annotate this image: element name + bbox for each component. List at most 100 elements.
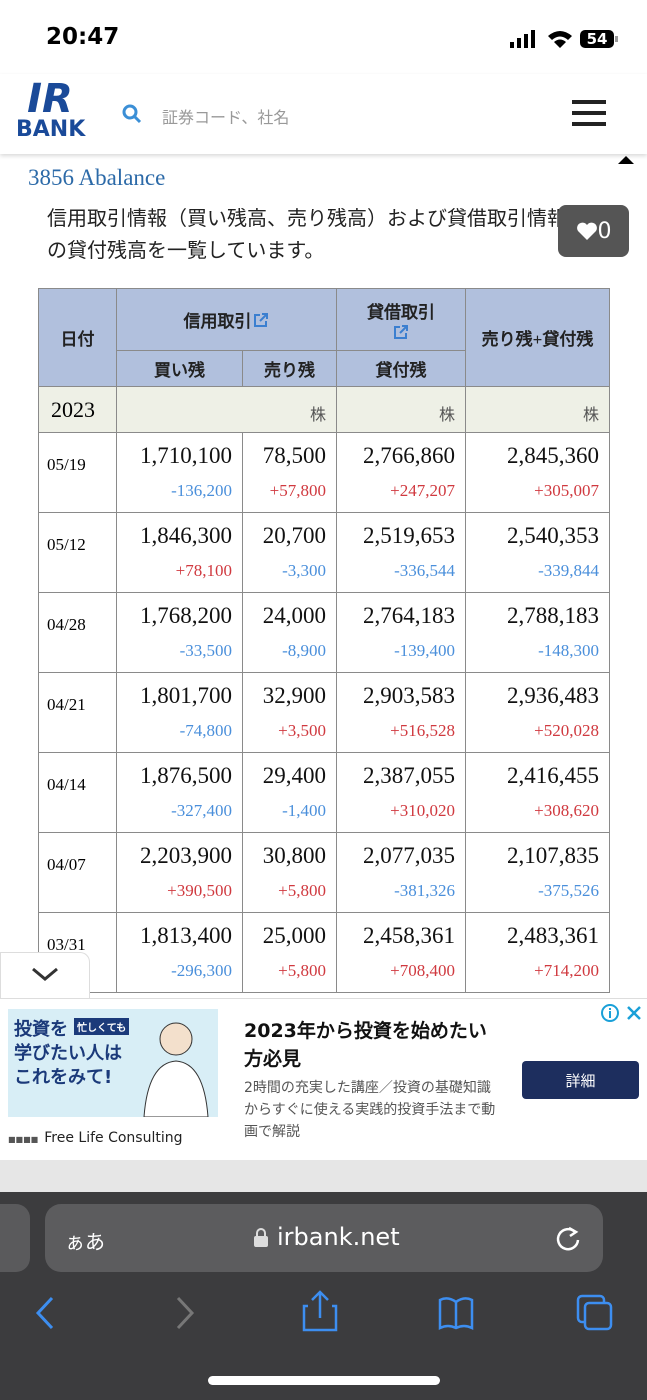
ad-image-line3: これをみて! <box>14 1067 113 1088</box>
search-input[interactable]: 証券コード、社名 <box>162 108 290 127</box>
ad-figure <box>143 1022 209 1117</box>
status-icons: 54 <box>510 30 618 48</box>
reload[interactable] <box>555 1224 581 1252</box>
change: -74,800 <box>179 721 232 740</box>
value-cell: 24,000 -8,900 <box>242 592 337 673</box>
value-cell: 2,483,361 +714,200 <box>465 912 610 993</box>
ad-choices[interactable] <box>600 1003 644 1023</box>
value: 2,788,183 <box>507 603 599 628</box>
value: 1,846,300 <box>140 523 232 548</box>
header-lending: 貸借取引 <box>336 288 466 351</box>
value-cell: 2,107,835 -375,526 <box>465 832 610 913</box>
header-total: 売り残+貸付残 <box>465 288 610 387</box>
value-cell: 2,766,860 +247,207 <box>336 432 466 513</box>
value-cell: 1,768,200 -33,500 <box>116 592 243 673</box>
browser-toolbar: ぁあ irbank.net <box>0 1192 647 1400</box>
value-cell: 2,845,360 +305,007 <box>465 432 610 513</box>
ad-button[interactable]: 詳細 <box>522 1061 639 1099</box>
lock-icon <box>254 1228 268 1247</box>
value: 78,500 <box>262 443 326 468</box>
unit-cell: 株 <box>465 386 610 433</box>
like-button[interactable]: 0 <box>558 205 629 257</box>
logo-bottom: BANK <box>16 117 86 142</box>
change: -339,844 <box>538 561 599 580</box>
search-icon <box>122 104 142 124</box>
date-cell: 04/28 <box>38 592 117 673</box>
value: 2,107,835 <box>507 843 599 868</box>
header-margin: 信用取引 <box>116 288 337 351</box>
value-cell: 1,846,300 +78,100 <box>116 512 243 593</box>
value-cell: 78,500 +57,800 <box>242 432 337 513</box>
year-cell: 2023 <box>38 386 117 433</box>
change: -336,544 <box>394 561 455 580</box>
header: IR BANK 証券コード、社名 <box>0 74 647 154</box>
value-cell: 2,903,583 +516,528 <box>336 672 466 753</box>
date-cell: 04/14 <box>38 752 117 833</box>
date-cell: 04/21 <box>38 672 117 753</box>
change: -327,400 <box>171 801 232 820</box>
value-cell: 1,876,500 -327,400 <box>116 752 243 833</box>
header-sell: 売り残 <box>242 350 337 387</box>
change: +57,800 <box>269 481 326 500</box>
value-cell: 2,458,361 +708,400 <box>336 912 466 993</box>
value: 30,800 <box>262 843 326 868</box>
heart-icon <box>576 222 597 240</box>
value-cell: 2,936,483 +520,028 <box>465 672 610 753</box>
header-date: 日付 <box>38 288 117 387</box>
value: 2,540,353 <box>507 523 599 548</box>
value: 1,876,500 <box>140 763 232 788</box>
header-loan: 貸付残 <box>336 350 466 387</box>
change: +714,200 <box>534 961 599 980</box>
value: 1,801,700 <box>140 683 232 708</box>
text-size-button[interactable]: ぁあ <box>65 1230 105 1254</box>
change: +305,007 <box>534 481 599 500</box>
value: 20,700 <box>262 523 326 548</box>
value: 2,764,183 <box>363 603 455 628</box>
status-time: 20:47 <box>46 24 120 50</box>
change: -139,400 <box>394 641 455 660</box>
scroll-up[interactable] <box>618 154 634 164</box>
change: +3,500 <box>278 721 326 740</box>
value: 24,000 <box>262 603 326 628</box>
url: irbank.net <box>277 1223 400 1251</box>
external-link-icon[interactable] <box>392 323 410 341</box>
change: +310,020 <box>390 801 455 820</box>
value: 1,813,400 <box>140 923 232 948</box>
logo-top: IR <box>27 76 73 122</box>
change: -296,300 <box>171 961 232 980</box>
date-cell: 05/19 <box>38 432 117 513</box>
change: +390,500 <box>167 881 232 900</box>
change: -148,300 <box>538 641 599 660</box>
ad-image-tag: 忙しくても <box>74 1018 130 1035</box>
value: 2,416,455 <box>507 763 599 788</box>
value: 32,900 <box>262 683 326 708</box>
gap <box>0 1160 647 1192</box>
value-cell: 2,077,035 -381,326 <box>336 832 466 913</box>
ad-banner[interactable]: 投資を 忙しくても 学びたい人は これをみて! ■■■■ Free Life Co… <box>0 998 647 1161</box>
collapse-tab[interactable] <box>0 952 90 999</box>
value-cell: 20,700 -3,300 <box>242 512 337 593</box>
prev-tab[interactable] <box>0 1204 30 1272</box>
ad-sponsor: ■■■■ Free Life Consulting <box>8 1130 183 1146</box>
change: +5,800 <box>278 881 326 900</box>
value: 1,768,200 <box>140 603 232 628</box>
company-link[interactable]: 3856 Abalance <box>28 165 166 190</box>
value-cell: 29,400 -1,400 <box>242 752 337 833</box>
value-cell: 2,203,900 +390,500 <box>116 832 243 913</box>
menu-button[interactable] <box>572 98 606 128</box>
ad-image: 投資を 忙しくても 学びたい人は これをみて! <box>8 1009 218 1117</box>
logo[interactable]: IR BANK <box>16 76 86 142</box>
value-cell: 25,000 +5,800 <box>242 912 337 993</box>
value: 2,766,860 <box>363 443 455 468</box>
external-link-icon[interactable] <box>252 311 270 329</box>
value: 2,903,583 <box>363 683 455 708</box>
change: +708,400 <box>390 961 455 980</box>
value-cell: 2,764,183 -139,400 <box>336 592 466 673</box>
change: +516,528 <box>390 721 455 740</box>
value: 2,936,483 <box>507 683 599 708</box>
value: 2,203,900 <box>140 843 232 868</box>
nav-buttons[interactable] <box>0 1288 647 1338</box>
url-bar[interactable]: ぁあ irbank.net <box>45 1204 603 1272</box>
value-cell: 2,387,055 +310,020 <box>336 752 466 833</box>
